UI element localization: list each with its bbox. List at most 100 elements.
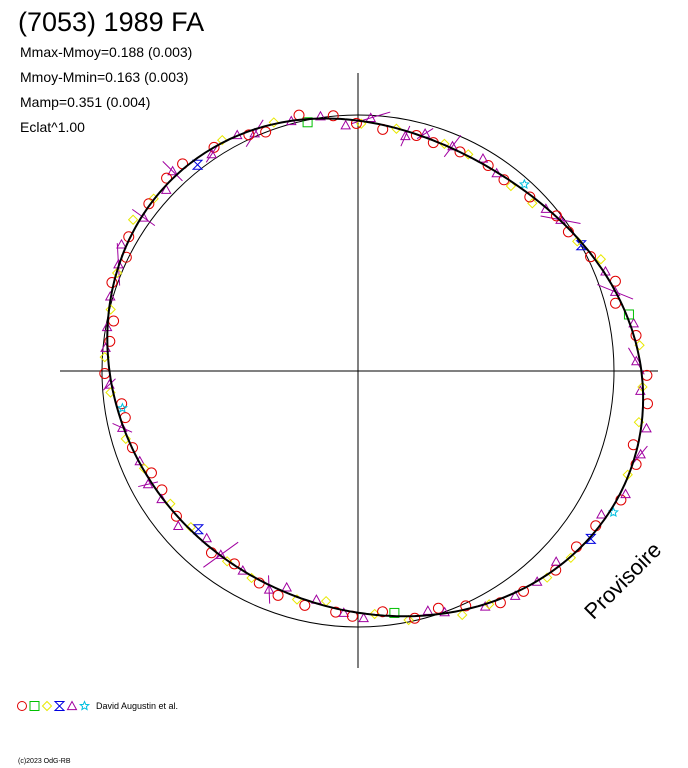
triangle-marker xyxy=(609,286,621,296)
triangle-marker xyxy=(338,607,350,617)
diamond-marker xyxy=(221,556,233,567)
triangle-marker xyxy=(201,532,213,543)
hourglass-marker xyxy=(575,240,587,251)
circle-marker xyxy=(460,600,472,612)
diamond-marker xyxy=(268,117,280,128)
triangle-marker xyxy=(172,520,184,531)
triangle-marker xyxy=(509,590,521,600)
triangle-marker xyxy=(340,119,352,130)
copyright-text: (c)2023 OdG-RB xyxy=(18,758,71,765)
error-bar xyxy=(633,445,648,463)
error-bar xyxy=(351,111,391,125)
circle-marker xyxy=(524,191,536,203)
legend-markers xyxy=(17,700,91,712)
error-bar xyxy=(205,145,218,163)
error-bar xyxy=(400,125,411,147)
diamond-marker xyxy=(111,267,123,279)
circle-marker xyxy=(585,251,597,263)
circle-marker xyxy=(327,110,339,122)
diamond-marker xyxy=(105,304,116,315)
circle-marker xyxy=(299,599,311,611)
error-bar xyxy=(416,128,434,140)
error-bar xyxy=(138,481,159,488)
triangle-marker xyxy=(631,355,642,366)
stat-eclat: Eclat^1.00 xyxy=(20,119,85,135)
diamond-marker xyxy=(120,433,131,445)
error-bar xyxy=(162,161,183,182)
circle-marker xyxy=(208,141,220,153)
chart-title: (7053) 1989 FA xyxy=(18,7,205,37)
diamond-marker xyxy=(439,138,450,150)
circle-marker xyxy=(126,442,138,454)
diamond-marker xyxy=(217,134,228,146)
circle-marker xyxy=(562,226,574,238)
triangle-marker xyxy=(281,581,293,592)
circle-marker xyxy=(350,117,362,129)
legend-triangle-marker xyxy=(66,700,78,711)
hourglass-marker xyxy=(191,159,204,170)
circle-marker xyxy=(99,367,111,379)
error-bar xyxy=(443,135,462,158)
triangle-marker xyxy=(635,448,646,459)
legend-star-marker xyxy=(78,700,91,711)
star-marker xyxy=(518,178,530,190)
triangle-marker xyxy=(263,583,275,594)
circle-marker xyxy=(228,558,240,570)
triangle-marker xyxy=(550,556,562,566)
triangle-marker xyxy=(160,184,172,194)
error-bar xyxy=(131,208,156,227)
circle-marker xyxy=(243,129,255,141)
hourglass-marker xyxy=(192,524,205,535)
triangle-marker xyxy=(116,422,128,432)
circle-marker xyxy=(550,210,562,222)
triangle-marker xyxy=(422,605,434,615)
square-marker xyxy=(389,607,400,618)
legend-hourglass-marker xyxy=(53,701,66,711)
triangle-marker xyxy=(596,508,607,519)
triangle-marker xyxy=(628,317,640,328)
legend-label: David Augustin et al. xyxy=(96,701,179,711)
diamond-marker xyxy=(457,609,468,621)
data-marks xyxy=(99,109,653,626)
square-marker xyxy=(302,117,313,128)
circle-marker xyxy=(641,369,653,381)
fitted-lightcurve xyxy=(106,117,645,618)
triangle-marker xyxy=(400,130,411,141)
diamond-marker xyxy=(505,180,517,192)
circle-marker xyxy=(108,315,120,327)
triangle-marker xyxy=(479,601,491,611)
legend-square-marker xyxy=(29,701,40,711)
circle-marker xyxy=(104,335,116,347)
triangle-marker xyxy=(365,112,377,122)
diamond-marker xyxy=(565,552,577,564)
diamond-marker xyxy=(403,614,414,626)
circle-marker xyxy=(161,172,173,184)
triangle-marker xyxy=(439,606,450,617)
triangle-marker xyxy=(358,612,369,623)
triangle-marker xyxy=(142,478,154,489)
circle-marker xyxy=(143,198,155,210)
triangle-marker xyxy=(116,238,127,249)
triangle-marker xyxy=(167,165,178,176)
error-bar xyxy=(268,575,271,604)
diamond-marker xyxy=(127,214,139,225)
triangle-marker xyxy=(620,488,631,499)
circle-marker xyxy=(170,510,182,522)
circle-marker xyxy=(377,606,389,618)
circle-marker xyxy=(272,589,284,601)
circle-marker xyxy=(330,606,342,618)
stat-mmax-mmoy: Mmax-Mmoy=0.188 (0.003) xyxy=(20,44,193,60)
legend-diamond-marker xyxy=(41,700,53,712)
triangle-marker xyxy=(315,110,326,121)
triangle-marker xyxy=(641,422,652,433)
triangle-marker xyxy=(249,127,261,138)
reference-circle xyxy=(101,114,615,628)
circle-marker xyxy=(482,159,494,171)
diamond-marker xyxy=(185,521,197,533)
error-bar xyxy=(112,423,133,433)
triangle-marker xyxy=(477,152,489,163)
error-bar xyxy=(245,119,264,147)
stat-amplitude: Mamp=0.351 (0.004) xyxy=(20,94,151,110)
legend-circle-marker xyxy=(17,701,27,711)
